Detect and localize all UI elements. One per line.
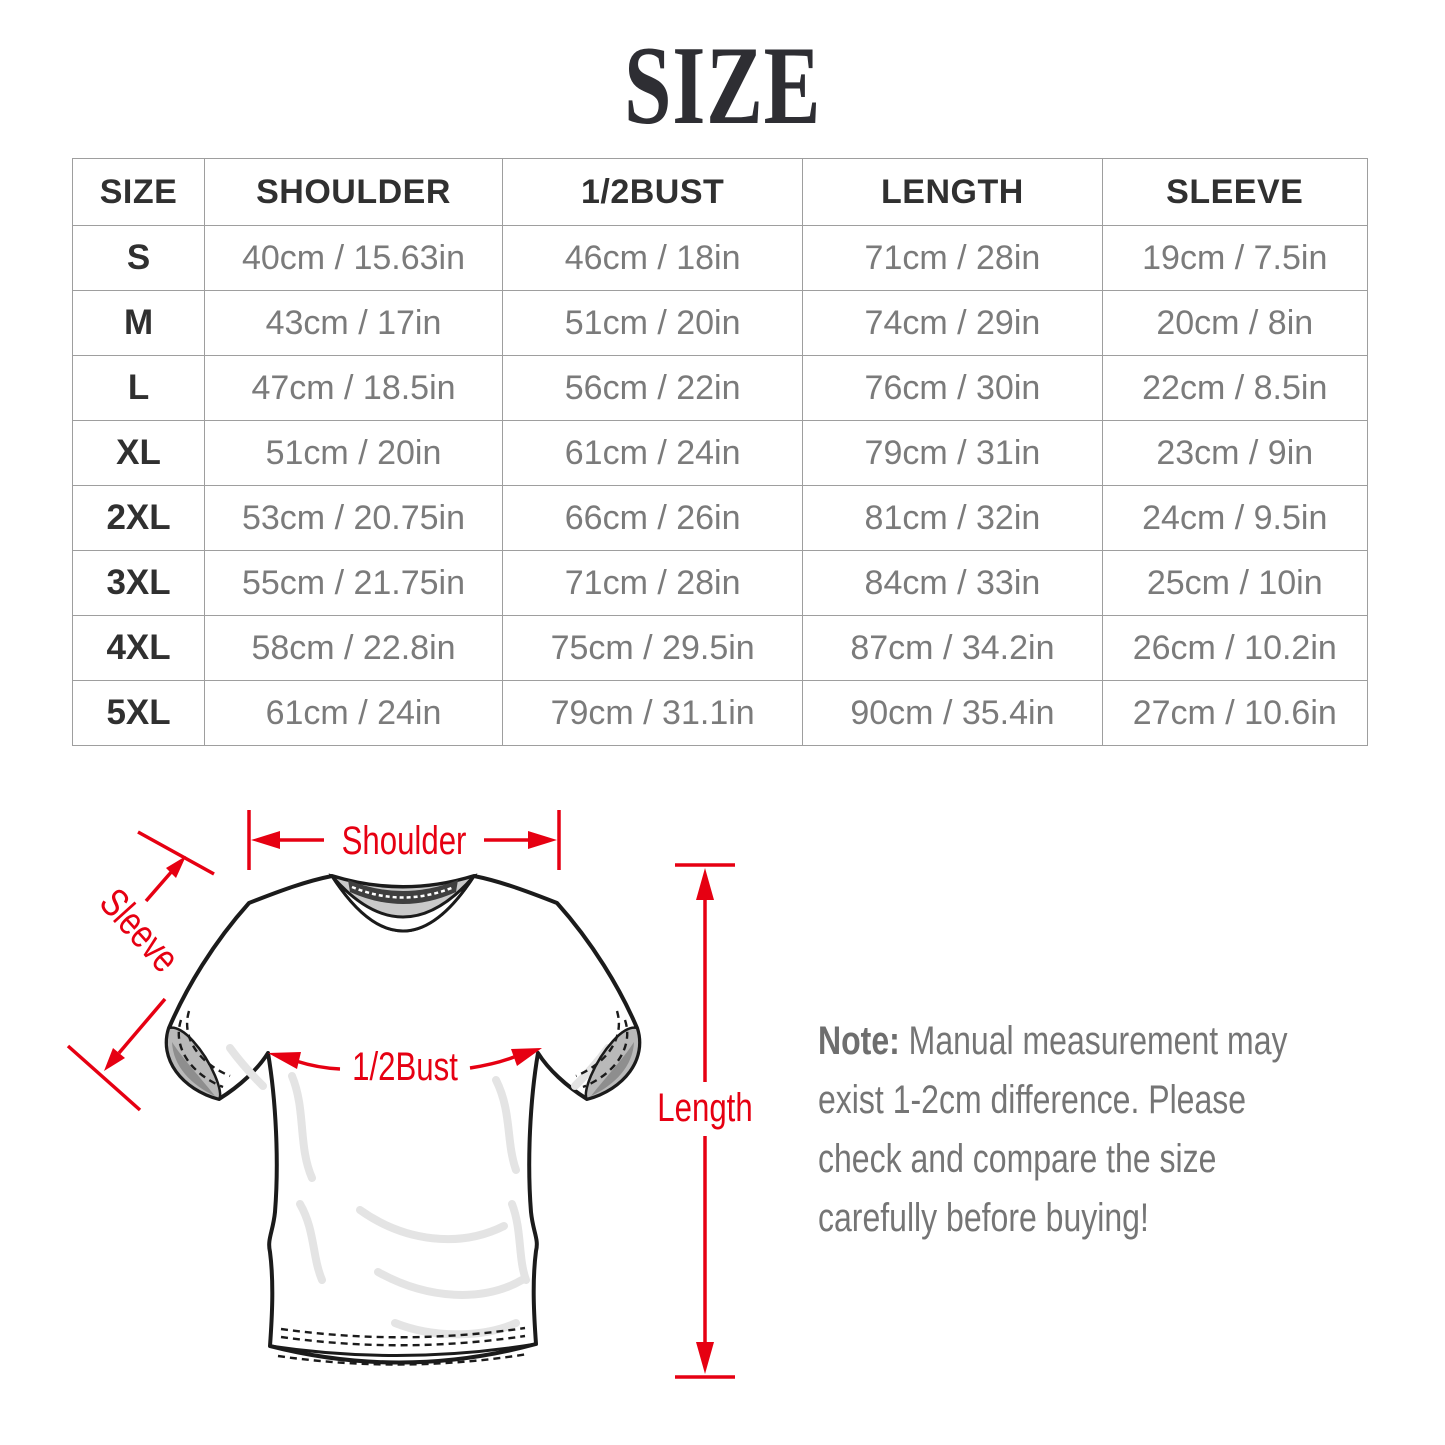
collar-chain-stitch [351,885,455,899]
shoulder-value: 51cm / 20in [204,420,503,486]
length-value: 81cm / 32in [802,485,1103,551]
table-row: S 40cm / 15.63in 46cm / 18in 71cm / 28in… [71,225,1368,291]
bust-value: 56cm / 22in [501,355,804,421]
size-label: S [71,225,206,291]
page-title-wrap: SIZE [0,30,1445,142]
tshirt-illustration [164,873,642,1366]
sleeve-value: 22cm / 8.5in [1101,355,1368,421]
size-label: 4XL [71,615,206,681]
hem [269,1326,537,1366]
sleeve-value: 26cm / 10.2in [1101,615,1368,681]
table-row: M 43cm / 17in 51cm / 20in 74cm / 29in 20… [71,290,1368,356]
bust-value: 79cm / 31.1in [501,680,804,746]
column-header-length: LENGTH [802,158,1103,226]
sleeve-value: 20cm / 8in [1101,290,1368,356]
length-value: 87cm / 34.2in [802,615,1103,681]
shoulder-annotation: Shoulder [247,810,561,870]
table-row: 4XL 58cm / 22.8in 75cm / 29.5in 87cm / 3… [71,615,1368,681]
right-cuff [575,1010,641,1101]
page-title: SIZE [623,24,822,148]
sleeve-value: 19cm / 7.5in [1101,225,1368,291]
arrow-right-icon [511,1048,542,1066]
size-label: L [71,355,206,421]
size-label: 3XL [71,550,206,616]
table-row: 3XL 55cm / 21.75in 71cm / 28in 84cm / 33… [71,550,1368,616]
bust-value: 66cm / 26in [501,485,804,551]
column-header-sleeve: SLEEVE [1101,158,1368,226]
length-value: 90cm / 35.4in [802,680,1103,746]
sleeve-value: 27cm / 10.6in [1101,680,1368,746]
bust-value: 71cm / 28in [501,550,804,616]
shoulder-value: 58cm / 22.8in [204,615,503,681]
length-label: Length [657,1085,752,1130]
size-label: M [71,290,206,356]
column-header-bust: 1/2BUST [501,158,804,226]
length-value: 79cm / 31in [802,420,1103,486]
arrow-down-left-icon [104,1048,125,1071]
column-header-size: SIZE [71,158,206,226]
shoulder-value: 43cm / 17in [204,290,503,356]
arrow-up-icon [696,868,714,900]
table-row: 5XL 61cm / 24in 79cm / 31.1in 90cm / 35.… [71,680,1368,746]
size-label: 5XL [71,680,206,746]
collar [328,873,478,933]
bust-label: 1/2Bust [352,1044,458,1089]
arrow-left-icon [268,1052,301,1069]
shoulder-value: 47cm / 18.5in [204,355,503,421]
tshirt-body [164,874,642,1365]
length-value: 76cm / 30in [802,355,1103,421]
length-value: 74cm / 29in [802,290,1103,356]
size-label: XL [71,420,206,486]
tshirt-measurement-diagram: Shoulder Sleeve 1/2Bust Lengt [66,810,753,1379]
bust-annotation: 1/2Bust [268,1044,542,1089]
bust-value: 75cm / 29.5in [501,615,804,681]
bust-value: 46cm / 18in [501,225,804,291]
length-value: 71cm / 28in [802,225,1103,291]
sleeve-value: 23cm / 9in [1101,420,1368,486]
shoulder-value: 55cm / 21.75in [204,550,503,616]
arrow-up-right-icon [166,856,186,878]
sleeve-value: 25cm / 10in [1101,550,1368,616]
note-body: Manual measurement may exist 1-2cm diffe… [818,1019,1288,1240]
size-table: SIZE SHOULDER 1/2BUST LENGTH SLEEVE S 40… [71,158,1368,746]
left-cuff [165,1010,231,1101]
length-annotation: Length [657,863,753,1379]
hem-fold-line [269,1342,537,1358]
table-header-row: SIZE SHOULDER 1/2BUST LENGTH SLEEVE [71,158,1368,226]
table-row: L 47cm / 18.5in 56cm / 22in 76cm / 30in … [71,355,1368,421]
bust-value: 51cm / 20in [501,290,804,356]
shoulder-label: Shoulder [342,818,467,863]
size-label: 2XL [71,485,206,551]
sleeve-label: Sleeve [91,880,188,981]
table-row: 2XL 53cm / 20.75in 66cm / 26in 81cm / 32… [71,485,1368,551]
shoulder-value: 40cm / 15.63in [204,225,503,291]
arrow-left-icon [251,831,280,849]
collar-stitch-tape [348,880,458,904]
column-header-shoulder: SHOULDER [204,158,503,226]
bust-value: 61cm / 24in [501,420,804,486]
length-value: 84cm / 33in [802,550,1103,616]
shoulder-value: 53cm / 20.75in [204,485,503,551]
arrow-right-icon [528,831,557,849]
note-text: Note: Manual measurement may exist 1-2cm… [818,1012,1298,1248]
left-cuff-shadow [172,1042,215,1096]
shoulder-value: 61cm / 24in [204,680,503,746]
note-label: Note: [818,1019,900,1063]
collar-rib [330,875,476,933]
table-row: XL 51cm / 20in 61cm / 24in 79cm / 31in 2… [71,420,1368,486]
arrow-down-icon [696,1342,714,1374]
sleeve-value: 24cm / 9.5in [1101,485,1368,551]
right-cuff-shadow [591,1042,634,1096]
